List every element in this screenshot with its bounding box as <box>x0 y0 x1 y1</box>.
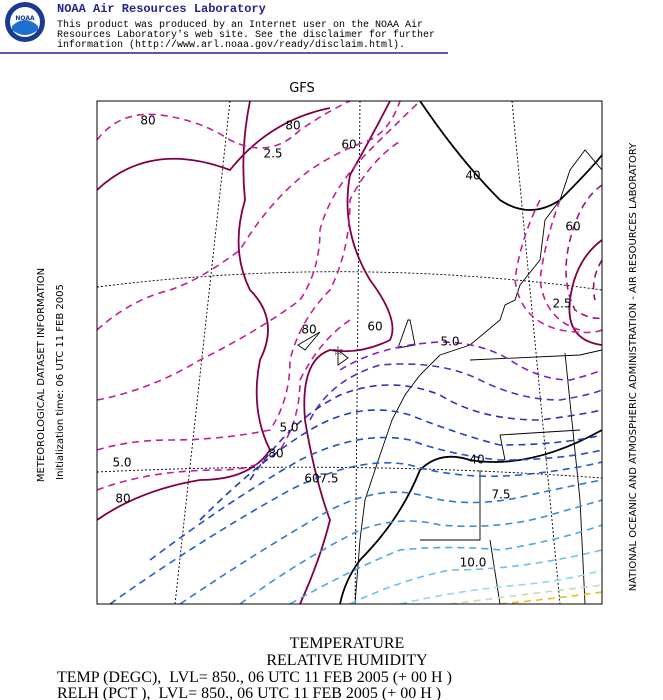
contour-label: 5.0 <box>112 456 131 470</box>
map-frame <box>96 100 603 605</box>
side-label: Initialization time: 06 UTC 11 FEB 2005 <box>55 284 66 480</box>
contour-label: 5.0 <box>279 421 298 435</box>
footer-line: TEMPERATURE <box>290 635 405 652</box>
disclaimer-line: Resources Laboratory's web site. See the… <box>57 29 435 41</box>
contour-label: 80 <box>301 323 316 337</box>
contour-label: 60 <box>304 472 319 486</box>
contour-label: 80 <box>268 447 283 461</box>
disclaimer-line: information (http://www.arl.noaa.gov/rea… <box>57 39 405 51</box>
contour-label: 60 <box>565 220 580 234</box>
contour-label: 80 <box>115 492 130 506</box>
contour-label: 2.5 <box>552 297 571 311</box>
header-title[interactable]: NOAA Air Resources Laboratory <box>57 2 266 16</box>
location-marker: ☆ <box>332 344 344 359</box>
contour-label: 80 <box>140 114 155 128</box>
contour-label: 7.5 <box>491 488 510 502</box>
logo-text: NOAA <box>15 15 35 22</box>
header: NOAA NOAA Air Resources Laboratory This … <box>0 2 448 54</box>
contour-labels: 80 80 60 2.5 40 60 2.5 80 60 5.0 5.0 80 … <box>112 114 580 570</box>
contour-label: 7.5 <box>319 472 338 486</box>
footer-line: RELH (PCT ), LVL= 850., 06 UTC 11 FEB 20… <box>57 685 441 700</box>
map <box>97 101 602 604</box>
model-name: GFS <box>289 81 315 96</box>
contour-label: 80 <box>285 119 300 133</box>
contour-label: 60 <box>367 320 382 334</box>
disclaimer-line: This product was produced by an Internet… <box>57 19 423 31</box>
contour-label: 10.0 <box>460 556 487 570</box>
contour-label: 60 <box>341 138 356 152</box>
contour-label: 40 <box>469 453 484 467</box>
footer-line: RELATIVE HUMIDITY <box>266 652 428 669</box>
contour-label: 40 <box>465 169 480 183</box>
contour-label: 2.5 <box>263 147 282 161</box>
footer: TEMPERATURE RELATIVE HUMIDITY TEMP (DEGC… <box>57 635 452 700</box>
side-label: NATIONAL OCEANIC AND ATMOSPHERIC ADMINIS… <box>628 142 639 591</box>
footer-line: TEMP (DEGC), LVL= 850., 06 UTC 11 FEB 20… <box>57 669 452 686</box>
side-label: METEOROLOGICAL DATASET INFORMATION <box>36 268 47 482</box>
contour-label: 5.0 <box>440 335 459 349</box>
